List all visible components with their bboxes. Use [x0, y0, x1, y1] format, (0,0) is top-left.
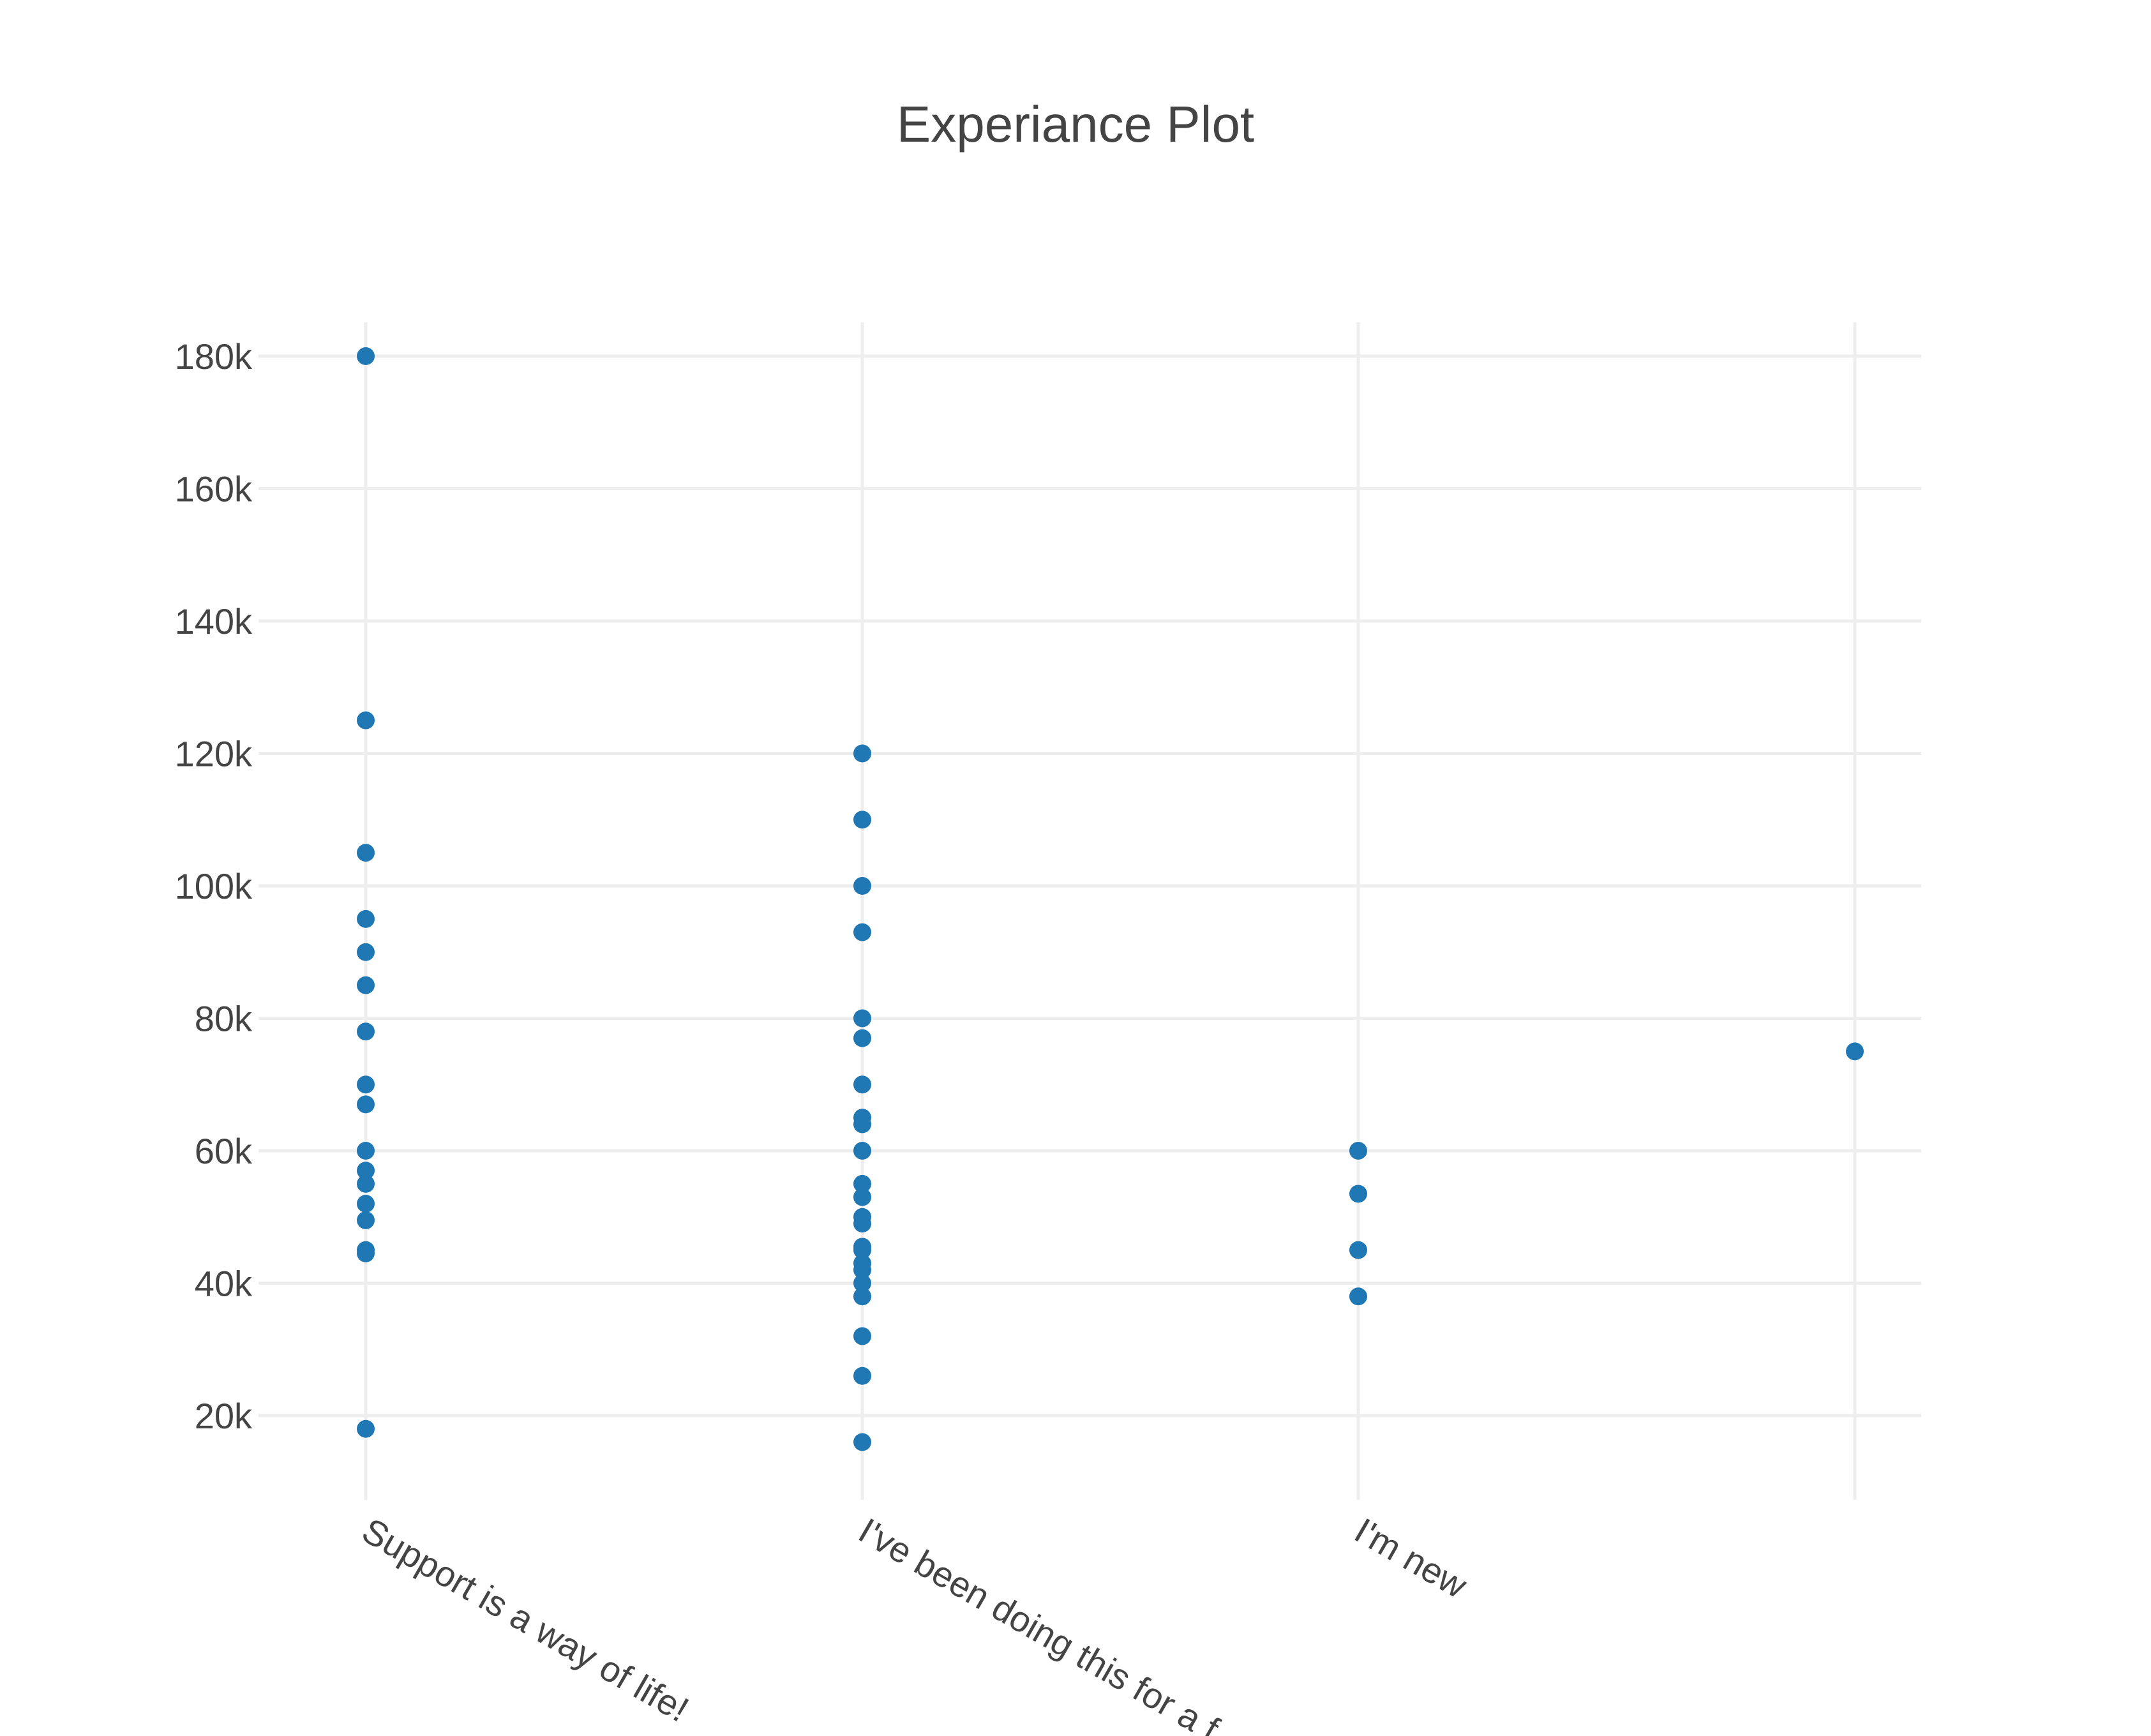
- chart-title: Experiance Plot: [897, 96, 1254, 153]
- x-tick-label: I've been doing this for a f: [852, 1510, 1226, 1736]
- grid-layer: [259, 322, 1921, 1500]
- scatter-point[interactable]: [853, 1142, 871, 1160]
- scatter-point[interactable]: [357, 909, 375, 928]
- scatter-point[interactable]: [1349, 1241, 1367, 1259]
- scatter-point[interactable]: [853, 1029, 871, 1047]
- scatter-point[interactable]: [853, 1009, 871, 1028]
- y-tick-label: 180k: [175, 336, 253, 377]
- scatter-point[interactable]: [357, 1162, 375, 1180]
- y-tick-label: 100k: [175, 866, 253, 906]
- scatter-point[interactable]: [853, 1327, 871, 1345]
- scatter-point[interactable]: [357, 1022, 375, 1041]
- y-tick-label: 60k: [195, 1131, 253, 1171]
- scatter-point[interactable]: [853, 877, 871, 895]
- scatter-point[interactable]: [357, 844, 375, 862]
- scatter-point[interactable]: [357, 943, 375, 961]
- scatter-point[interactable]: [357, 1142, 375, 1160]
- scatter-point[interactable]: [853, 1261, 871, 1279]
- scatter-point[interactable]: [1349, 1287, 1367, 1306]
- x-tick-label: Support is a way of life!: [356, 1510, 696, 1730]
- scatter-point[interactable]: [853, 1115, 871, 1134]
- scatter-point[interactable]: [357, 976, 375, 994]
- scatter-point[interactable]: [853, 1241, 871, 1259]
- scatter-point[interactable]: [357, 1075, 375, 1094]
- scatter-point[interactable]: [357, 1174, 375, 1193]
- scatter-point[interactable]: [357, 347, 375, 365]
- scatter-point[interactable]: [853, 1174, 871, 1193]
- points-layer: [357, 347, 1864, 1451]
- scatter-point[interactable]: [853, 744, 871, 763]
- scatter-point[interactable]: [1349, 1185, 1367, 1203]
- scatter-point[interactable]: [853, 811, 871, 829]
- y-tick-label: 160k: [175, 469, 253, 509]
- scatter-point[interactable]: [853, 1287, 871, 1306]
- scatter-point[interactable]: [853, 1366, 871, 1385]
- y-tick-label: 20k: [195, 1396, 253, 1436]
- scatter-point[interactable]: [1846, 1042, 1864, 1061]
- scatter-point[interactable]: [357, 1095, 375, 1114]
- scatter-point[interactable]: [357, 711, 375, 730]
- y-tick-label: 40k: [195, 1264, 253, 1304]
- scatter-point[interactable]: [853, 923, 871, 941]
- y-tick-label: 120k: [175, 734, 253, 774]
- scatter-point[interactable]: [853, 1075, 871, 1094]
- scatter-point[interactable]: [853, 1188, 871, 1206]
- scatter-point[interactable]: [357, 1211, 375, 1229]
- scatter-point[interactable]: [357, 1244, 375, 1262]
- scatter-point[interactable]: [853, 1274, 871, 1292]
- y-tick-label: 140k: [175, 601, 253, 641]
- scatter-point[interactable]: [357, 1419, 375, 1438]
- scatter-point[interactable]: [1349, 1142, 1367, 1160]
- scatter-point[interactable]: [853, 1433, 871, 1451]
- y-tick-label: 80k: [195, 999, 253, 1039]
- x-tick-label: I'm new: [1348, 1510, 1474, 1606]
- scatter-point[interactable]: [853, 1215, 871, 1233]
- scatter-point[interactable]: [357, 1195, 375, 1213]
